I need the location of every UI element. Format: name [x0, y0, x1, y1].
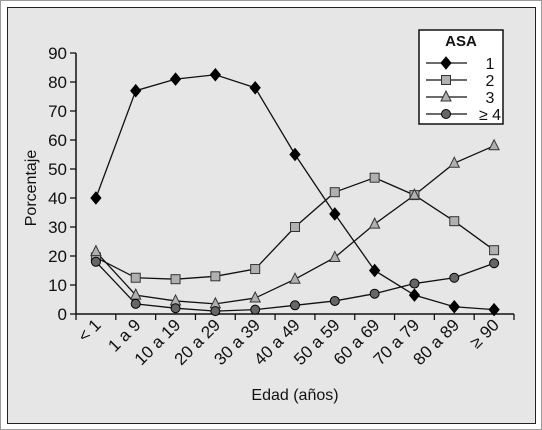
legend-label-1: 1 [486, 56, 495, 73]
y-tick-label: 10 [48, 276, 67, 295]
y-tick-label: 20 [48, 247, 67, 266]
series-4-point [329, 295, 340, 306]
legend-box [418, 29, 504, 125]
legend-items: 123≥ 4 [426, 56, 501, 124]
series-1-point [289, 147, 301, 162]
series-4-point [489, 258, 500, 269]
series-2-point [290, 222, 300, 232]
series-4-point [449, 272, 460, 283]
y-axis-ticks: 0 10 20 30 40 50 60 70 80 90 [48, 44, 76, 324]
series-2-point [250, 264, 261, 275]
legend-label-2: 2 [486, 73, 495, 90]
axes [75, 53, 514, 315]
y-tick-label: 70 [48, 102, 67, 121]
legend-marker-2 [441, 75, 451, 85]
series-4-point [90, 256, 101, 267]
series-2-point [489, 245, 500, 256]
series-3-point [488, 138, 500, 151]
series-1-point [130, 83, 142, 98]
legend-marker-4 [441, 109, 451, 119]
y-tick-label: 30 [48, 218, 67, 237]
series-4-point [369, 288, 380, 299]
y-tick-label: 50 [48, 160, 67, 179]
series-2-point [329, 187, 340, 198]
legend-marker-3 [440, 89, 452, 102]
y-axis-title: Porcentaje [23, 150, 40, 227]
series-2-point [449, 216, 460, 227]
series-3-point [408, 187, 421, 200]
y-tick-label: 80 [48, 73, 67, 92]
x-tick-label: ≥ 90 [466, 315, 503, 352]
series-3-point [448, 156, 461, 168]
series-1-point [408, 288, 421, 302]
y-tick-label: 90 [48, 44, 67, 63]
x-tick-label: < 1 [74, 315, 104, 345]
series-1-point [249, 81, 261, 95]
series-2-point [369, 172, 380, 183]
y-tick-label: 60 [48, 131, 67, 150]
series-1-point [329, 207, 341, 221]
series-1-point [209, 67, 222, 82]
series-3-point [368, 216, 381, 229]
x-axis-title: Edad (años) [251, 387, 338, 404]
series-4-point [210, 306, 221, 317]
series-4-point [130, 298, 141, 309]
series-2-point [210, 271, 221, 282]
series-4-point [170, 303, 181, 314]
series-4-point [290, 300, 300, 311]
series-2-point [130, 272, 141, 283]
legend-marker-1 [440, 56, 452, 70]
series-3-point [329, 250, 341, 262]
series-3-point [90, 244, 102, 257]
series-3-point [249, 290, 261, 303]
legend-label-4: ≥ 4 [479, 107, 501, 124]
legend: ASA 123≥ 4 [418, 29, 504, 125]
series-2-point [170, 274, 181, 285]
series-4-point [409, 278, 420, 289]
series-1-point [368, 263, 381, 278]
series-4-point [250, 304, 261, 315]
y-tick-label: 40 [48, 189, 67, 208]
series-1-point [488, 302, 500, 317]
series-1-point [169, 72, 182, 86]
series-1-point [448, 299, 460, 314]
legend-title: ASA [445, 33, 477, 50]
series-1-point [90, 191, 102, 205]
series-markers [90, 67, 500, 317]
series-3-point [289, 272, 301, 284]
legend-label-3: 3 [486, 90, 495, 107]
y-tick-label: 0 [58, 305, 67, 324]
